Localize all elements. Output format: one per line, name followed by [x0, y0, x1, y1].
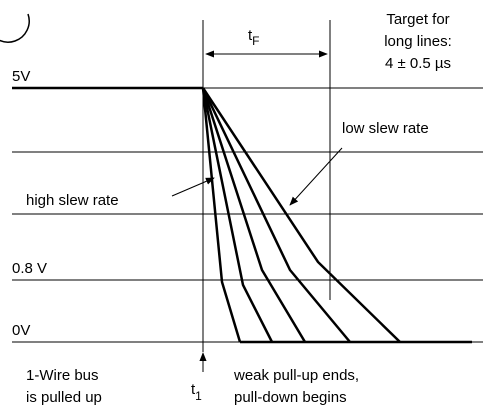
target-text: 4 ± 0.5 µs — [385, 55, 451, 72]
high-slew-arrow — [171, 177, 215, 197]
level-label: 0V — [12, 322, 30, 339]
slew-label: high slew rate — [26, 192, 119, 209]
bottom-text: is pulled up — [26, 389, 102, 406]
symbol: t — [248, 27, 253, 44]
slew-label: low slew rate — [342, 120, 429, 137]
grid — [12, 20, 483, 352]
bottom-text: pull-down begins — [234, 389, 347, 406]
bottom-text: weak pull-up ends, — [233, 367, 359, 384]
symbol: t — [191, 381, 196, 398]
bottom-text: 1-Wire bus — [26, 367, 99, 384]
subscript: F — [252, 34, 259, 48]
subscript: 1 — [195, 389, 202, 403]
target-text: Target for — [386, 11, 449, 28]
level-label: 5V — [12, 68, 30, 85]
target-text: long lines: — [384, 33, 452, 50]
low-slew-arrow — [289, 147, 343, 206]
t1-label: t1 — [191, 381, 202, 403]
circle-badge — [0, 13, 30, 43]
fall-time-label: tF — [248, 27, 260, 48]
level-label: 0.8 V — [12, 260, 47, 277]
waveforms — [12, 86, 472, 344]
